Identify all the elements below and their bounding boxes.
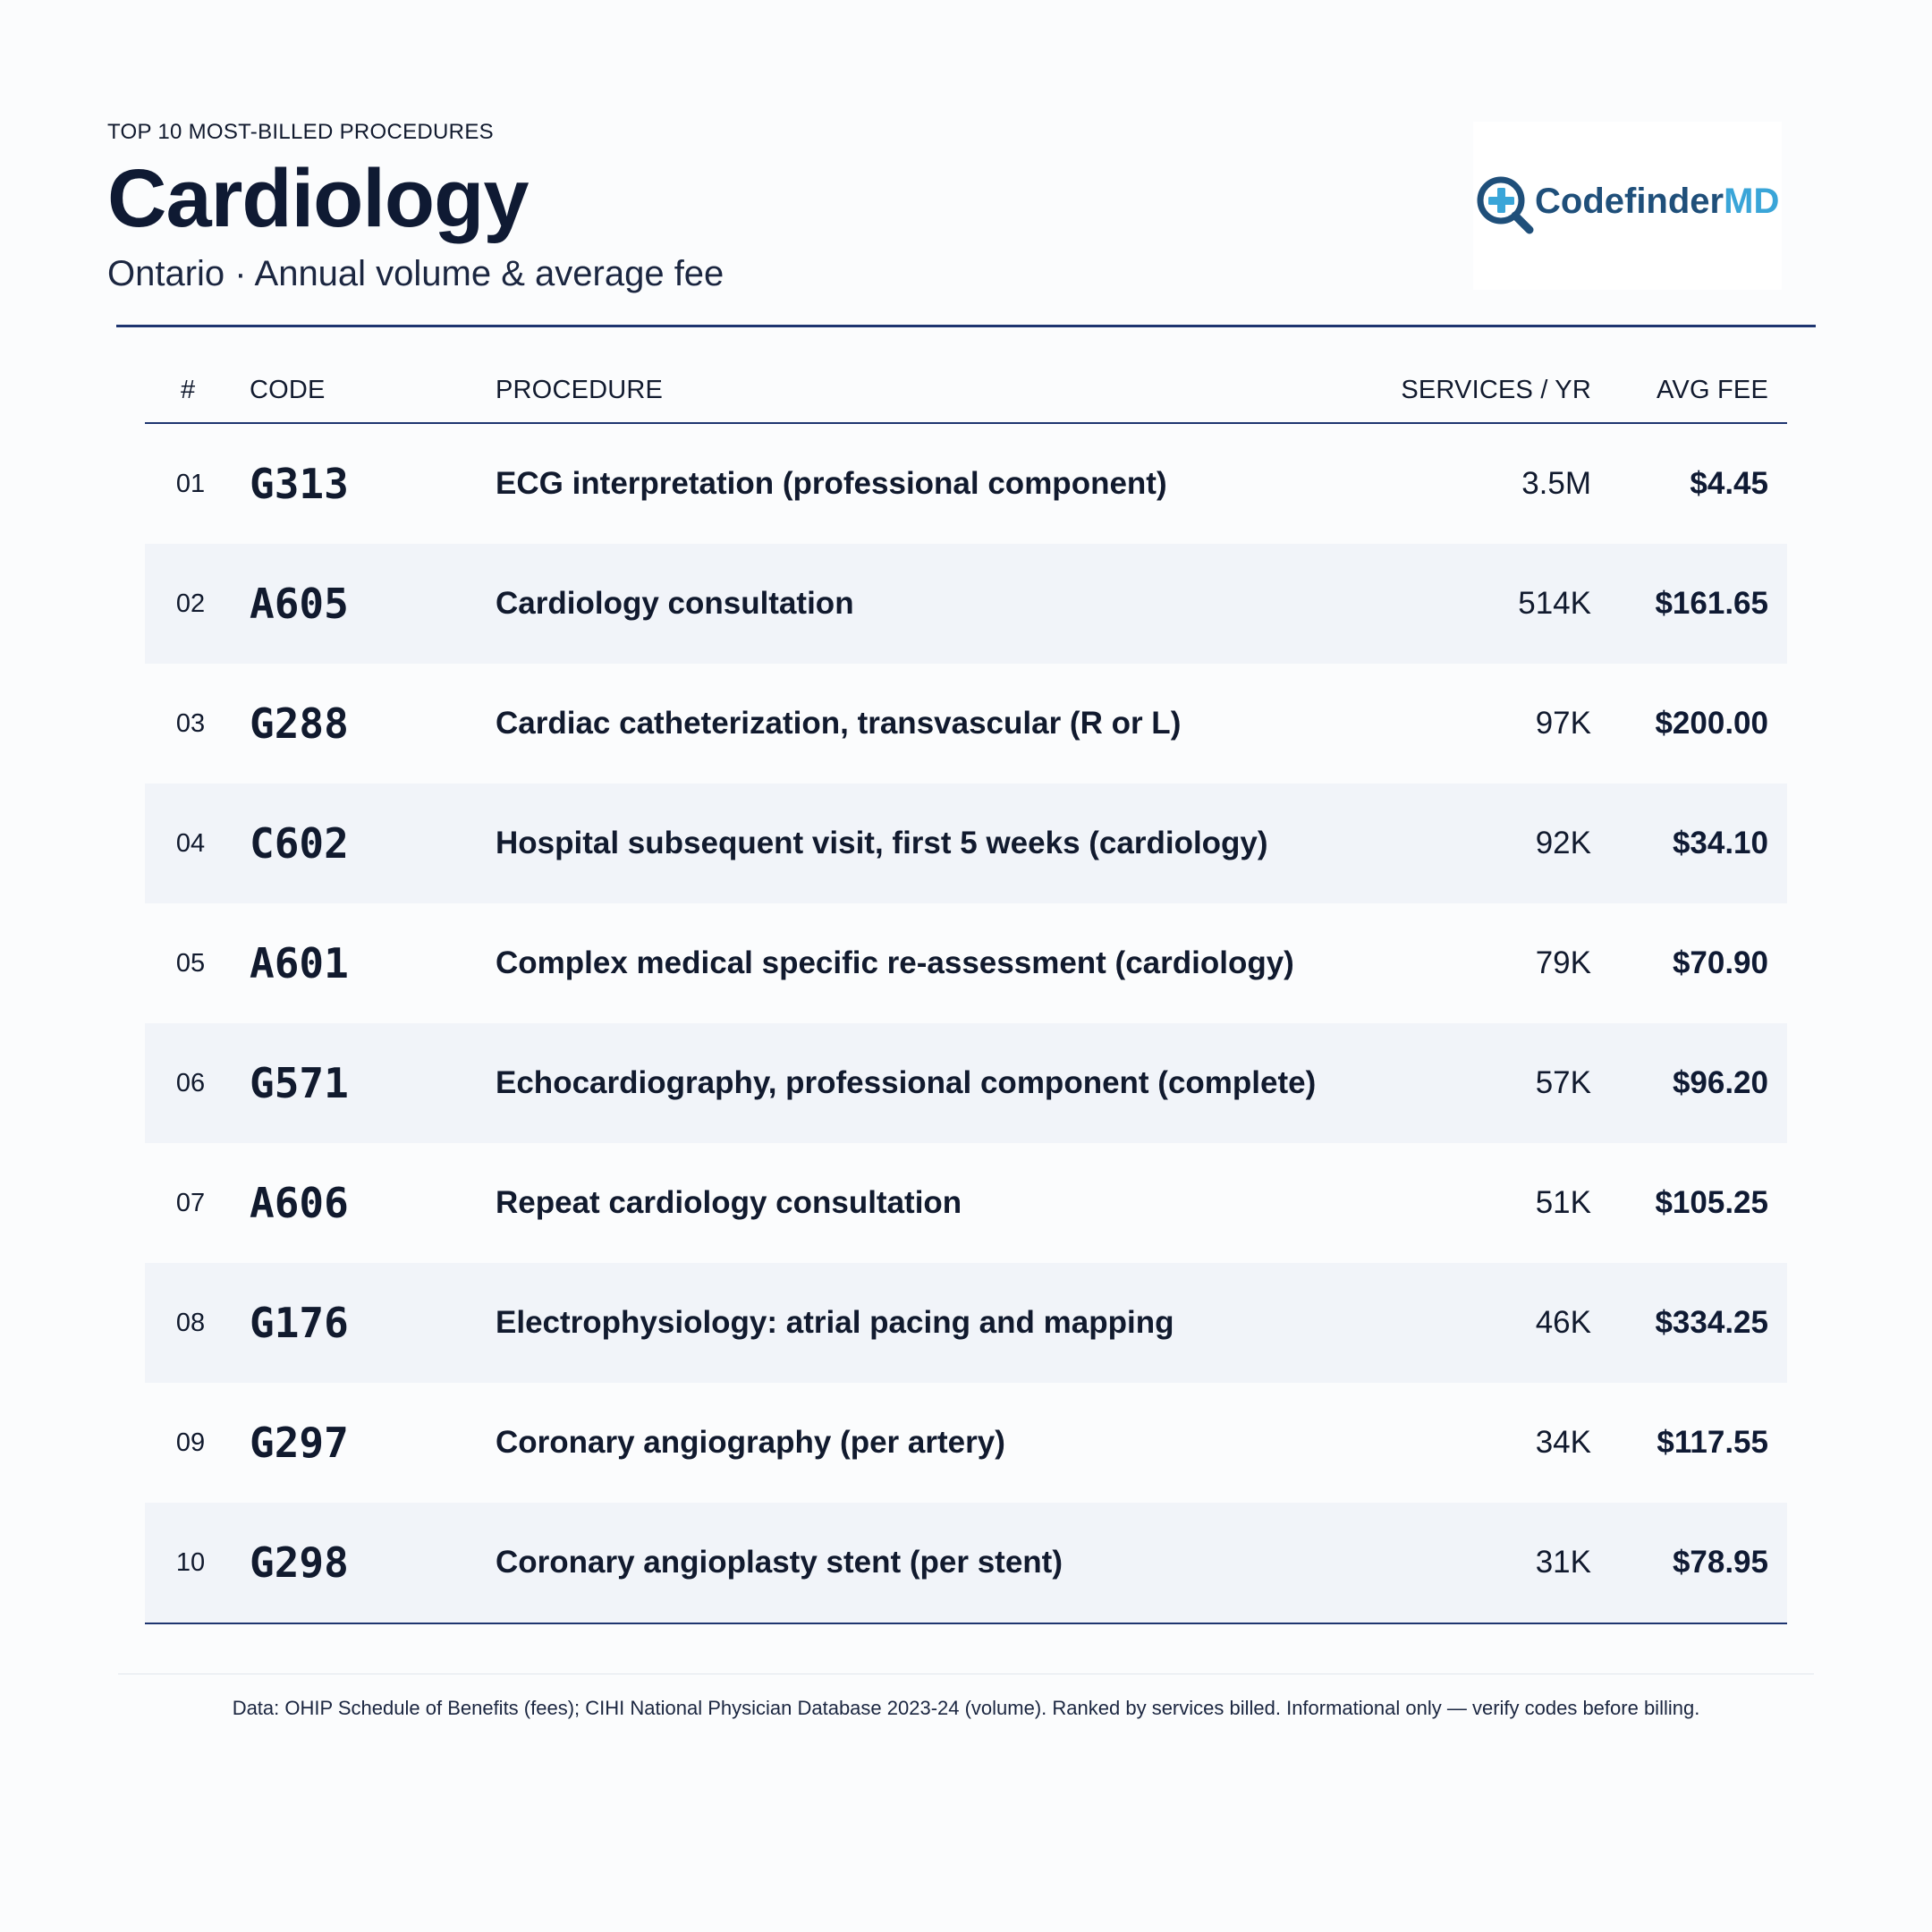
page-header: TOP 10 MOST-BILLED PROCEDURES Cardiology… [107, 116, 1807, 313]
fee-cell: $70.90 [1672, 945, 1768, 980]
page-title: Cardiology [107, 153, 529, 244]
logo-graphic: CodefinderMD [1477, 176, 1779, 234]
fee-cell: $78.95 [1672, 1545, 1768, 1580]
fee-cell: $96.20 [1672, 1065, 1768, 1100]
services-cell: 46K [1535, 1305, 1591, 1340]
column-header-rank: # [181, 376, 196, 404]
column-header-code: CODE [250, 376, 326, 404]
table-bottom-rule [145, 1623, 1787, 1624]
code-cell: A606 [250, 1179, 349, 1227]
rank-cell: 07 [175, 1188, 206, 1217]
procedure-cell: Echocardiography, professional component… [496, 1065, 1317, 1100]
rank-cell: 10 [175, 1547, 206, 1577]
code-cell: G297 [250, 1419, 349, 1467]
procedure-cell: Hospital subsequent visit, first 5 weeks… [496, 826, 1268, 860]
table-row: 06 G571 Echocardiography, professional c… [145, 1023, 1787, 1143]
table-row: 03 G288 Cardiac catheterization, transva… [145, 664, 1787, 784]
source-footnote: Data: OHIP Schedule of Benefits (fees); … [232, 1697, 1700, 1719]
procedures-table: # CODE PROCEDURE SERVICES / YR AVG FEE 0… [145, 358, 1787, 1624]
services-cell: 57K [1535, 1065, 1591, 1100]
fee-cell: $105.25 [1655, 1185, 1768, 1220]
table-row: 04 C602 Hospital subsequent visit, first… [145, 784, 1787, 903]
procedure-cell: ECG interpretation (professional compone… [496, 466, 1167, 501]
rank-cell: 06 [175, 1068, 206, 1097]
fee-cell: $4.45 [1690, 466, 1768, 501]
header-divider [116, 325, 1816, 327]
services-cell: 97K [1535, 706, 1591, 741]
code-cell: G313 [250, 460, 349, 508]
table-row: 10 G298 Coronary angioplasty stent (per … [145, 1503, 1787, 1623]
procedure-cell: Coronary angioplasty stent (per stent) [496, 1545, 1063, 1580]
table-row: 02 A605 Cardiology consultation 514K $16… [145, 544, 1787, 664]
procedure-cell: Complex medical specific re-assessment (… [496, 945, 1294, 980]
column-header-services: SERVICES / YR [1401, 376, 1591, 404]
table-row: 05 A601 Complex medical specific re-asse… [145, 903, 1787, 1023]
eyebrow-label: TOP 10 MOST-BILLED PROCEDURES [107, 120, 494, 144]
code-cell: G176 [250, 1299, 349, 1347]
code-cell: A605 [250, 580, 349, 628]
rank-cell: 04 [175, 828, 206, 858]
codefindermd-logo: CodefinderMD [1473, 122, 1782, 290]
rank-cell: 01 [175, 469, 206, 498]
fee-cell: $117.55 [1657, 1425, 1768, 1460]
fee-cell: $34.10 [1672, 826, 1768, 860]
services-cell: 3.5M [1521, 466, 1591, 501]
procedure-cell: Coronary angiography (per artery) [496, 1425, 1005, 1460]
rank-cell: 05 [175, 948, 206, 978]
table-row: 01 G313 ECG interpretation (professional… [145, 424, 1787, 544]
procedure-cell: Cardiac catheterization, transvascular (… [496, 706, 1182, 741]
services-cell: 514K [1518, 586, 1591, 621]
code-cell: G298 [250, 1538, 349, 1587]
rank-cell: 02 [175, 589, 206, 618]
rank-cell: 08 [175, 1308, 206, 1337]
procedure-cell: Cardiology consultation [496, 586, 854, 621]
logo-wordmark: CodefinderMD [1535, 182, 1779, 221]
services-cell: 79K [1535, 945, 1591, 980]
rank-cell: 03 [175, 708, 206, 738]
column-header-procedure: PROCEDURE [496, 376, 664, 404]
magnifier-plus-icon [1477, 176, 1533, 234]
services-cell: 51K [1535, 1185, 1591, 1220]
fee-cell: $200.00 [1655, 706, 1768, 741]
code-cell: G288 [250, 699, 349, 748]
column-header-fee: AVG FEE [1657, 376, 1768, 404]
procedure-cell: Electrophysiology: atrial pacing and map… [496, 1305, 1174, 1340]
code-cell: G571 [250, 1059, 349, 1107]
code-cell: A601 [250, 939, 349, 987]
fee-cell: $334.25 [1655, 1305, 1768, 1340]
table-row: 07 A606 Repeat cardiology consultation 5… [145, 1143, 1787, 1263]
services-cell: 31K [1535, 1545, 1591, 1580]
services-cell: 92K [1535, 826, 1591, 860]
rank-cell: 09 [175, 1428, 206, 1457]
fee-cell: $161.65 [1655, 586, 1768, 621]
table-header-row: # CODE PROCEDURE SERVICES / YR AVG FEE [145, 358, 1787, 424]
services-cell: 34K [1535, 1425, 1591, 1460]
code-cell: C602 [250, 819, 349, 868]
table-row: 08 G176 Electrophysiology: atrial pacing… [145, 1263, 1787, 1383]
page-subtitle: Ontario · Annual volume & average fee [107, 254, 724, 293]
table-row: 09 G297 Coronary angiography (per artery… [145, 1383, 1787, 1503]
procedure-cell: Repeat cardiology consultation [496, 1185, 962, 1220]
